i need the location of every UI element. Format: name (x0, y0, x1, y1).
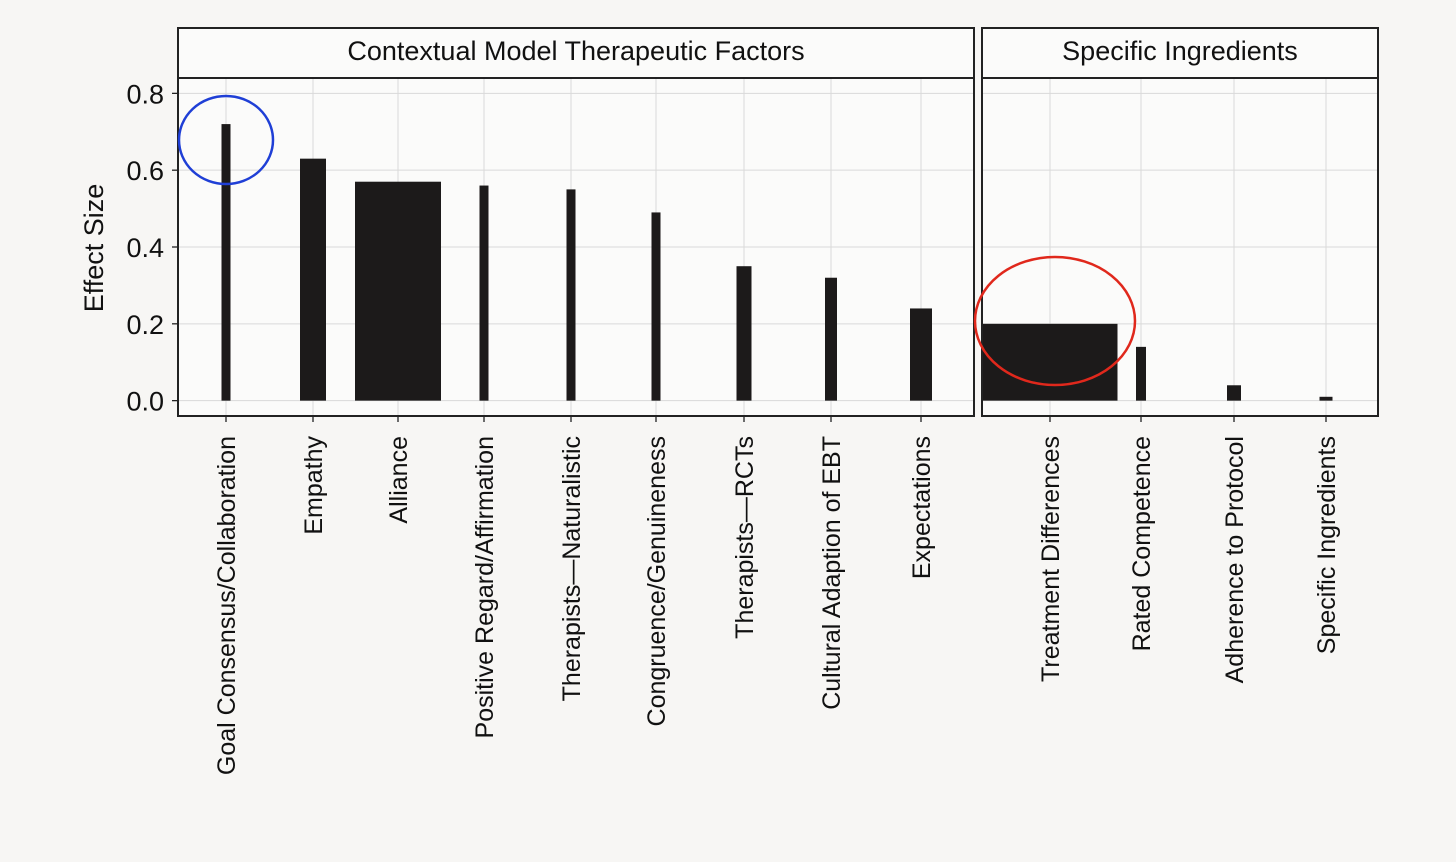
y-tick-label: 0.6 (126, 156, 164, 186)
bar-alliance (355, 181, 441, 401)
x-tick-label: Congruence/Genuineness (643, 436, 671, 726)
panel-title: Contextual Model Therapeutic Factors (347, 36, 804, 66)
y-tick-label: 0.0 (126, 387, 164, 417)
panel-strip (177, 27, 975, 79)
bar-congruence-genuineness (651, 212, 661, 401)
x-tick-label: Rated Competence (1128, 436, 1156, 651)
bar-adherence-to-protocol (1227, 385, 1241, 401)
x-tick-label: Alliance (385, 436, 413, 524)
panel-title: Specific Ingredients (1062, 36, 1298, 66)
panel-strip (981, 27, 1379, 79)
bar-treatment-differences (982, 323, 1118, 401)
bar-therapists-rcts (736, 266, 752, 401)
y-tick-label: 0.4 (126, 233, 164, 263)
x-tick-label: Therapists—RCTs (731, 436, 759, 639)
x-tick-label: Treatment Differences (1037, 436, 1065, 682)
x-tick-label: Empathy (300, 436, 328, 535)
x-tick-label: Specific Ingredients (1313, 436, 1341, 654)
bar-therapists-naturalistic (566, 189, 576, 401)
bar-rated-competence (1136, 346, 1146, 401)
y-axis-label: Effect Size (79, 184, 109, 313)
bar-empathy (300, 158, 326, 401)
panel-border (981, 77, 1379, 417)
highlight-circle-goal-consensus-collaboration (177, 94, 275, 186)
bar-expectations (910, 308, 932, 401)
x-tick-label: Expectations (908, 436, 936, 579)
x-tick-label: Positive Regard/Affirmation (471, 436, 499, 738)
bar-goal-consensus-collaboration (221, 124, 231, 401)
bar-specific-ingredients (1319, 396, 1333, 401)
x-tick-label: Cultural Adaption of EBT (818, 436, 846, 710)
x-tick-label: Goal Consensus/Collaboration (213, 436, 241, 775)
y-tick-label: 0.8 (126, 79, 164, 109)
x-tick-label: Therapists—Naturalistic (558, 436, 586, 701)
x-tick-label: Adherence to Protocol (1221, 436, 1249, 683)
highlight-circle-treatment-differences (973, 255, 1137, 387)
bar-positive-regard-affirmation (479, 185, 489, 401)
bar-cultural-adaption-of-ebt (825, 277, 837, 401)
y-tick-label: 0.2 (126, 310, 164, 340)
